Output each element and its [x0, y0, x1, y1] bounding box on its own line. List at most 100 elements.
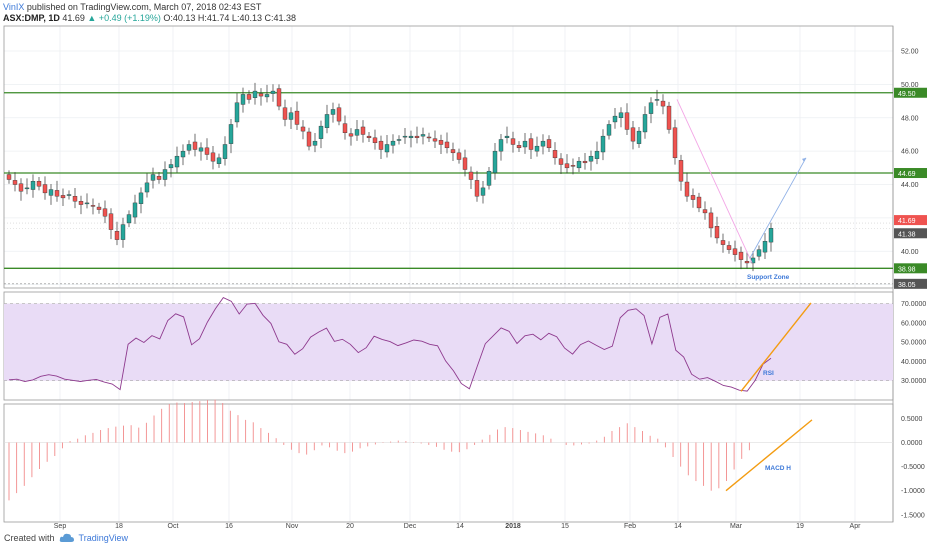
- tradingview-brand[interactable]: TradingView: [78, 533, 129, 543]
- candle[interactable]: [762, 233, 768, 259]
- rsi-pane[interactable]: RSI: [4, 297, 893, 392]
- author-link[interactable]: VinIX: [3, 2, 25, 12]
- candle[interactable]: [240, 87, 246, 113]
- candle[interactable]: [534, 136, 540, 157]
- candle[interactable]: [252, 82, 258, 105]
- candle[interactable]: [216, 153, 222, 168]
- candle[interactable]: [630, 120, 636, 150]
- candle[interactable]: [552, 142, 558, 165]
- candle[interactable]: [264, 84, 270, 103]
- candle[interactable]: [504, 126, 510, 144]
- candle[interactable]: [528, 133, 534, 160]
- candle[interactable]: [288, 107, 294, 129]
- candle[interactable]: [606, 120, 612, 140]
- candle[interactable]: [582, 152, 588, 170]
- candle[interactable]: [84, 193, 90, 209]
- candle[interactable]: [570, 158, 576, 175]
- candle[interactable]: [588, 150, 594, 171]
- candle[interactable]: [714, 216, 720, 244]
- downtrend-projection-line[interactable]: [676, 99, 753, 264]
- candle[interactable]: [228, 118, 234, 154]
- candle[interactable]: [510, 131, 516, 153]
- candle[interactable]: [270, 84, 276, 102]
- candle[interactable]: [246, 90, 252, 104]
- candle[interactable]: [204, 138, 210, 161]
- candle[interactable]: [342, 115, 348, 140]
- candle[interactable]: [426, 132, 432, 142]
- candle[interactable]: [744, 251, 750, 269]
- candle[interactable]: [600, 129, 606, 161]
- candle[interactable]: [186, 140, 192, 155]
- candle[interactable]: [306, 127, 312, 151]
- candle[interactable]: [726, 241, 732, 254]
- candle[interactable]: [444, 132, 450, 154]
- candle[interactable]: [174, 146, 180, 173]
- uptrend-projection-line[interactable]: [749, 157, 807, 259]
- candle[interactable]: [138, 187, 144, 214]
- candle[interactable]: [6, 170, 12, 184]
- candle[interactable]: [144, 173, 150, 198]
- candle[interactable]: [636, 126, 642, 148]
- candle[interactable]: [180, 144, 186, 166]
- candle[interactable]: [672, 119, 678, 165]
- candle[interactable]: [666, 101, 672, 134]
- candle[interactable]: [564, 154, 570, 174]
- candle[interactable]: [702, 201, 708, 220]
- candle[interactable]: [432, 130, 438, 148]
- candle[interactable]: [618, 107, 624, 128]
- candle[interactable]: [474, 170, 480, 202]
- candle[interactable]: [540, 134, 546, 155]
- candle[interactable]: [210, 145, 216, 170]
- candle[interactable]: [90, 198, 96, 215]
- candle[interactable]: [690, 188, 696, 208]
- candle[interactable]: [312, 132, 318, 153]
- candle[interactable]: [384, 134, 390, 158]
- candle[interactable]: [468, 166, 474, 190]
- candle[interactable]: [486, 167, 492, 190]
- candle[interactable]: [48, 184, 54, 205]
- candle[interactable]: [516, 141, 522, 152]
- candle[interactable]: [168, 159, 174, 178]
- candle[interactable]: [360, 120, 366, 143]
- candle[interactable]: [120, 217, 126, 248]
- candle[interactable]: [156, 172, 162, 184]
- candle[interactable]: [456, 148, 462, 164]
- candle[interactable]: [696, 192, 702, 213]
- candle[interactable]: [294, 101, 300, 130]
- symbol-label[interactable]: ASX:DMP, 1D: [3, 13, 60, 23]
- candle[interactable]: [450, 142, 456, 162]
- candle[interactable]: [18, 178, 24, 201]
- price-pane[interactable]: Support Zone: [4, 82, 893, 285]
- candle[interactable]: [126, 210, 132, 228]
- candle[interactable]: [276, 84, 282, 111]
- candle[interactable]: [78, 195, 84, 215]
- candle[interactable]: [36, 177, 42, 191]
- candle[interactable]: [612, 107, 618, 129]
- candle[interactable]: [414, 126, 420, 144]
- candle[interactable]: [678, 154, 684, 191]
- candle[interactable]: [396, 135, 402, 145]
- candle[interactable]: [720, 233, 726, 253]
- candle[interactable]: [498, 133, 504, 161]
- candle[interactable]: [732, 240, 738, 262]
- candle[interactable]: [738, 246, 744, 270]
- candle[interactable]: [624, 103, 630, 135]
- candle[interactable]: [324, 104, 330, 134]
- candle[interactable]: [492, 142, 498, 180]
- candle[interactable]: [378, 135, 384, 160]
- candle[interactable]: [30, 174, 36, 198]
- candle[interactable]: [150, 167, 156, 189]
- candle[interactable]: [300, 120, 306, 140]
- candle[interactable]: [576, 157, 582, 173]
- candle[interactable]: [654, 89, 660, 106]
- candle[interactable]: [648, 97, 654, 124]
- candle[interactable]: [66, 190, 72, 200]
- candle[interactable]: [318, 120, 324, 149]
- candle[interactable]: [642, 106, 648, 139]
- candle[interactable]: [330, 102, 336, 123]
- candle[interactable]: [102, 200, 108, 224]
- candle[interactable]: [42, 176, 48, 200]
- candle[interactable]: [408, 130, 414, 148]
- candle[interactable]: [660, 94, 666, 115]
- candle[interactable]: [258, 88, 264, 106]
